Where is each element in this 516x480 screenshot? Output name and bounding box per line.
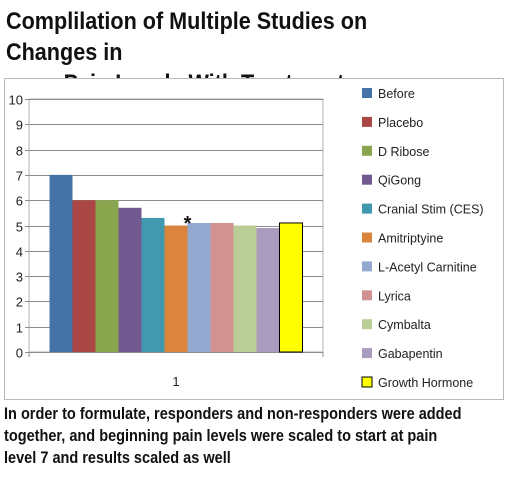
caption-line-2: together, and beginning pain levels were… <box>4 427 438 445</box>
caption-line-3: level 7 and results scaled as well <box>4 449 231 467</box>
legend-swatch-d-ribose <box>362 145 372 156</box>
y-tick-label: 4 <box>16 245 23 260</box>
legend-label-lyrica: Lyrica <box>378 289 411 303</box>
y-tick-label: 1 <box>16 321 23 336</box>
bar-cranial-stim-ces <box>141 217 165 352</box>
legend-label-d-ribose: D Ribose <box>378 145 429 159</box>
legend-swatch-cranial-stim-ces <box>362 203 372 214</box>
chart-title-line-1: Complilation of Multiple Studies on Chan… <box>6 8 368 66</box>
legend-swatch-lyrica <box>362 290 372 301</box>
legend-label-l-acetyl-carnitine: L-Acetyl Carnitine <box>378 260 477 274</box>
legend-label-placebo: Placebo <box>378 116 423 130</box>
legend-label-amitriptyine: Amitriptyine <box>378 232 443 246</box>
bar-placebo <box>72 200 96 352</box>
x-category-label: 1 <box>172 374 179 389</box>
legend-swatch-qigong <box>362 174 372 185</box>
legend-swatch-growth-hormone <box>361 376 373 388</box>
legend-label-growth-hormone: Growth Hormone <box>378 376 473 390</box>
bar-l-acetyl-carnitine <box>187 222 211 352</box>
legend-swatch-before <box>362 88 372 98</box>
legend-swatch-cymbalta <box>362 319 372 330</box>
legend-swatch-placebo <box>362 116 372 127</box>
bar-before <box>49 174 73 352</box>
y-tick-label: 0 <box>16 346 23 361</box>
y-tick-label: 3 <box>16 270 23 285</box>
legend-label-before: Before <box>378 87 415 101</box>
y-tick-label: 6 <box>16 194 23 209</box>
y-tick-label: 7 <box>16 169 23 184</box>
legend-swatch-l-acetyl-carnitine <box>362 261 372 272</box>
y-tick-label: 5 <box>16 220 23 235</box>
bar-gabapentin <box>256 228 280 352</box>
legend-label-qigong: QiGong <box>378 174 421 188</box>
bar-lyrica <box>210 222 234 352</box>
legend-label-cymbalta: Cymbalta <box>378 318 431 332</box>
legend-swatch-gabapentin <box>362 348 372 359</box>
bar-qigong <box>118 207 142 352</box>
caption-line-1: In order to formulate, responders and no… <box>4 405 462 423</box>
chart-caption: In order to formulate, responders and no… <box>4 403 462 469</box>
annotation-asterisk: * <box>184 213 192 235</box>
bar-cymbalta <box>233 225 257 352</box>
bar-amitriptyine <box>164 225 188 352</box>
legend-label-cranial-stim-ces: Cranial Stim (CES) <box>378 203 484 217</box>
y-tick-label: 2 <box>16 295 23 310</box>
bar-growth-hormone <box>279 222 303 353</box>
bar-d-ribose <box>95 200 119 352</box>
y-tick-label: 10 <box>9 93 23 108</box>
legend-label-gabapentin: Gabapentin <box>378 347 443 361</box>
y-tick-label: 9 <box>16 118 23 133</box>
legend-swatch-amitriptyine <box>362 232 372 243</box>
y-tick-label: 8 <box>16 144 23 159</box>
